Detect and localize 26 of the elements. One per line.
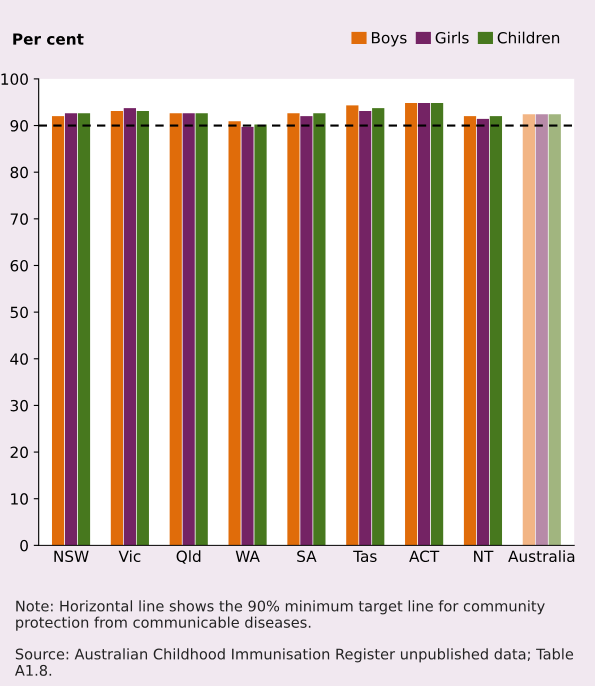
chart-title: Per cent — [13, 33, 84, 45]
y-tick-label: 90 — [10, 120, 28, 132]
legend-label: Children — [498, 32, 560, 44]
y-tick-label: 0 — [20, 540, 28, 552]
legend-label: Girls — [436, 32, 469, 44]
y-tick-label: 50 — [10, 306, 28, 318]
legend-label: Boys — [372, 32, 407, 46]
x-tick-label: Australia — [508, 550, 574, 562]
y-tick-label: 30 — [10, 400, 28, 412]
x-tick-label: Qld — [176, 550, 200, 564]
x-tick-label: SA — [297, 550, 317, 562]
text: Note: Horizontal line shows the 90% minimum target line for community protection from communicable diseases. — [16, 600, 545, 631]
x-tick-label: NT — [474, 550, 494, 562]
x-tick-label: NSW — [54, 550, 89, 562]
x-tick-label: Vic — [118, 550, 140, 562]
y-tick-label: 20 — [10, 446, 28, 458]
y-tick-label: 70 — [10, 213, 28, 225]
x-tick-label: WA — [236, 550, 260, 562]
y-tick-label: 10 — [11, 493, 28, 505]
x-tick-label: ACT — [409, 550, 440, 562]
y-tick-label: 40 — [10, 353, 28, 365]
y-tick-label: 80 — [10, 166, 28, 178]
source-note: Source: Australian Childhood Immunisation Register unpublished data; Table A1.8. — [14, 648, 574, 676]
y-tick-label: 100 — [1, 73, 28, 85]
y-tick-label: 60 — [10, 260, 28, 272]
x-tick-label: Tas — [353, 550, 377, 562]
